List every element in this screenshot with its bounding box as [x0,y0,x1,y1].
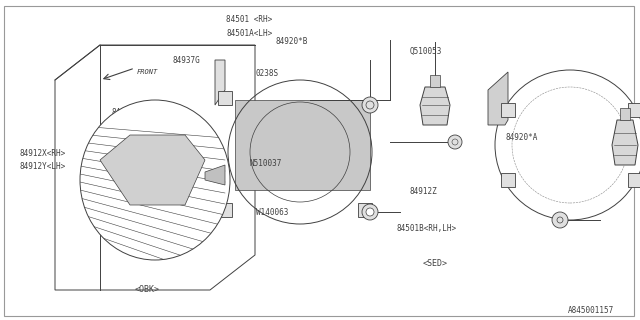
Text: 84937G: 84937G [186,223,213,232]
Text: 84927T<RH,LH>: 84927T<RH,LH> [112,108,172,116]
Circle shape [448,135,462,149]
Circle shape [362,97,378,113]
Text: 84937G: 84937G [173,56,200,65]
FancyBboxPatch shape [430,75,440,87]
FancyBboxPatch shape [620,108,630,120]
Text: Q510053: Q510053 [410,47,442,56]
Polygon shape [205,165,225,185]
Polygon shape [100,135,205,205]
Text: 84956C: 84956C [99,138,127,147]
FancyBboxPatch shape [628,173,640,187]
Ellipse shape [80,100,230,260]
Text: 84501A<LH>: 84501A<LH> [227,29,273,38]
Text: W140063: W140063 [256,208,289,217]
FancyBboxPatch shape [628,103,640,117]
Polygon shape [215,60,225,105]
FancyBboxPatch shape [358,203,372,217]
Text: A845001157: A845001157 [568,306,614,315]
Text: 84920*A: 84920*A [506,133,538,142]
FancyBboxPatch shape [501,173,515,187]
Text: N510037: N510037 [250,159,282,168]
Text: 84920*B: 84920*B [275,37,308,46]
Text: 84501B<RH,LH>: 84501B<RH,LH> [397,224,457,233]
Text: 84501 <RH>: 84501 <RH> [227,15,273,24]
Polygon shape [612,120,638,165]
Circle shape [552,212,568,228]
Circle shape [362,204,378,220]
Polygon shape [235,100,370,190]
Polygon shape [488,72,508,125]
Text: <SED>: <SED> [422,260,448,268]
Text: 84912X<RH>: 84912X<RH> [19,149,65,158]
Circle shape [495,70,640,220]
FancyBboxPatch shape [4,6,634,316]
FancyBboxPatch shape [218,91,232,105]
Text: 0238S: 0238S [256,69,279,78]
Text: 84912Z: 84912Z [410,188,437,196]
FancyBboxPatch shape [501,103,515,117]
Text: FRONT: FRONT [137,69,158,75]
Circle shape [366,208,374,216]
Text: <OBK>: <OBK> [134,285,160,294]
FancyBboxPatch shape [218,203,232,217]
Text: 84912Y<LH>: 84912Y<LH> [19,162,65,171]
Polygon shape [420,87,450,125]
